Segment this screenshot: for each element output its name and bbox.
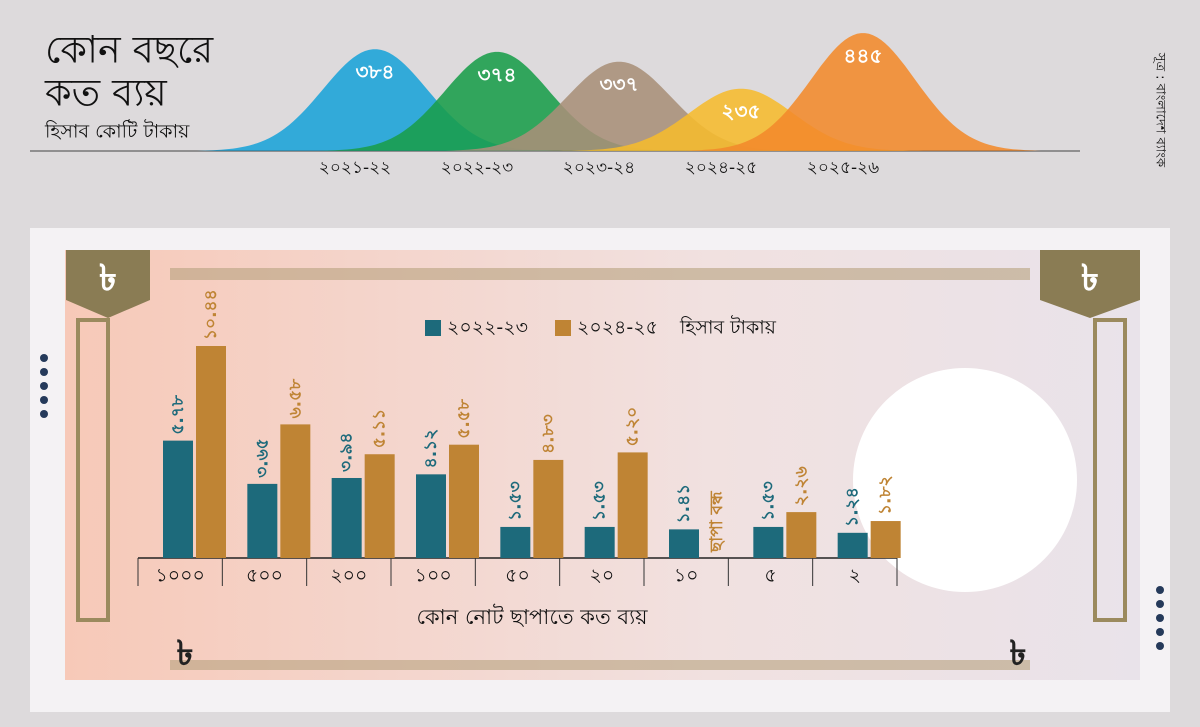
bell-area (315, 51, 679, 151)
value-label: ৫.২০ (623, 407, 643, 447)
value-label: ৪.৮৩ (538, 414, 558, 454)
value-label: ৪৪৫ (844, 44, 883, 68)
x-tick-label: ২০২৪-২৫ (685, 158, 757, 178)
x-tick-label: ৫ (764, 565, 776, 587)
legend-swatch (425, 320, 441, 336)
title-line: কত ব্যয় (44, 71, 167, 115)
value-label: ৩৮৪ (356, 60, 395, 84)
corner-badge (1040, 250, 1140, 318)
bell-area (559, 88, 923, 151)
value-label: ৩৭৪ (478, 62, 517, 86)
x-tick-label: ২ (849, 565, 861, 587)
unit-label: হিসাব টাকায় (679, 316, 777, 339)
legend-label: ২০২৪-২৫ (577, 317, 658, 339)
x-tick-label: ২০ (589, 565, 614, 587)
bar (837, 532, 868, 558)
bar (584, 526, 615, 558)
taka-symbol: ৳ (1010, 634, 1027, 674)
x-tick-label: ১০০ (415, 565, 452, 587)
note-ornament (76, 318, 110, 622)
taka-symbol: ৳ (99, 258, 117, 299)
bar (163, 440, 193, 558)
value-label: ৫.১১ (370, 409, 390, 449)
x-tick-label: ২০০ (330, 565, 367, 587)
bar (533, 459, 564, 558)
dots (40, 354, 1164, 650)
value-label: ১.৮২ (876, 475, 896, 515)
value-label: ১.৫৩ (505, 481, 525, 521)
bar (753, 526, 784, 558)
note-ornament (1093, 318, 1127, 622)
x-tick-label: ২০২২-২৩ (441, 158, 513, 178)
bar (364, 454, 395, 558)
taka-symbol: ৳ (177, 634, 194, 674)
legend-swatch (555, 320, 571, 336)
x-tick-label: ৫০০ (246, 565, 283, 587)
bar (500, 526, 531, 558)
value-label: ৩.৯৪ (337, 432, 357, 472)
value-label: ১.৪১ (674, 484, 694, 524)
bar (786, 512, 817, 558)
x-axis-label: কোন নোট ছাপাতে কত ব্যয় (416, 604, 648, 629)
bar (449, 444, 479, 558)
x-tick-label: ২০২১-২২ (319, 158, 391, 178)
value-label: ১.৫৩ (590, 481, 610, 521)
subtitle: হিসাব কোটি টাকায় (44, 120, 190, 143)
value-label: ১.৫৩ (758, 481, 778, 521)
value-label: ৫.৫৮ (454, 398, 474, 439)
bar (669, 529, 699, 558)
value-label: ছাপা বন্ধ (707, 490, 727, 553)
value-label: ২৩৫ (722, 99, 761, 123)
bell-area (193, 49, 557, 151)
value-label: ৩.৬৫ (252, 438, 272, 478)
bar (331, 477, 362, 558)
value-label: ৪.১২ (421, 429, 441, 469)
x-tick-label: ১০০০ (155, 565, 204, 587)
watermark (853, 368, 1077, 592)
source: সূত্র : বাংলাদেশ ব্যাংক (1153, 52, 1168, 168)
note-border (170, 660, 1030, 670)
bar (280, 424, 311, 558)
value-label: ৬.৫৮ (285, 378, 305, 419)
value-label: ৫.৭৮ (168, 394, 188, 435)
taka-symbol: ৳ (1081, 258, 1099, 299)
corner-badge (66, 250, 150, 318)
legend-label: ২০২২-২৩ (447, 317, 528, 339)
bell-area (681, 33, 1045, 151)
bell-area (437, 61, 801, 151)
value-label: ২.২৬ (791, 466, 811, 506)
x-tick-label: ৫০ (505, 565, 530, 587)
bar (870, 521, 901, 558)
x-tick-label: ২০২৫-২৬ (807, 158, 879, 178)
bar (416, 474, 446, 558)
bar (247, 483, 278, 558)
note-border (170, 268, 1030, 280)
bar (617, 452, 648, 558)
x-tick-label: ১০ (674, 565, 699, 587)
title-line: কোন বছরে (45, 28, 214, 72)
value-label: ১.২৪ (843, 487, 863, 527)
x-tick-label: ২০২৩-২৪ (563, 158, 635, 178)
value-label: ৩৩৭ (599, 72, 638, 96)
value-label: ১০.৪৪ (201, 289, 221, 340)
bar (196, 346, 226, 558)
